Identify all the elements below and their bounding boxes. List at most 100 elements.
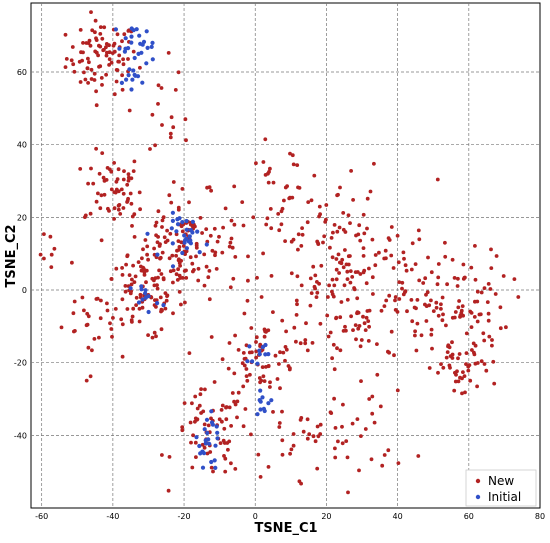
point-new (439, 302, 443, 307)
y-tick-label: 0 (22, 286, 27, 295)
point-new (254, 335, 259, 340)
point-new (359, 379, 363, 383)
point-new (444, 355, 449, 360)
point-initial (204, 242, 209, 247)
point-new (160, 308, 164, 313)
point-new (195, 406, 200, 411)
point-new (99, 193, 104, 198)
point-new (104, 53, 109, 58)
point-new (153, 223, 158, 228)
point-new (208, 233, 213, 238)
point-new (134, 295, 139, 300)
point-new (241, 424, 246, 429)
point-new (305, 348, 310, 353)
point-new (220, 403, 225, 408)
point-new (441, 312, 445, 317)
point-new (72, 69, 77, 74)
point-new (254, 340, 258, 344)
grid-layer (31, 3, 540, 508)
point-new (367, 266, 371, 271)
point-new (179, 302, 183, 307)
legend-marker-new (475, 478, 481, 484)
point-new (217, 234, 221, 239)
point-new (299, 283, 304, 288)
point-new (343, 248, 347, 252)
point-initial (113, 27, 118, 32)
point-new (382, 304, 387, 308)
point-new (444, 323, 448, 328)
x-tick-label: 60 (464, 512, 474, 521)
point-initial (247, 344, 252, 349)
point-new (109, 60, 114, 65)
point-new (115, 32, 120, 37)
point-new (353, 323, 358, 327)
point-new (182, 269, 187, 273)
point-new (443, 254, 448, 259)
point-new (275, 377, 280, 381)
point-new (288, 195, 292, 200)
point-new (98, 206, 103, 211)
point-new (102, 179, 107, 183)
point-new (94, 36, 98, 41)
point-new (63, 32, 68, 37)
point-new (479, 359, 484, 364)
point-new (206, 423, 211, 428)
point-new (152, 330, 157, 335)
point-new (131, 306, 136, 311)
point-new (278, 350, 282, 355)
point-new (364, 315, 369, 320)
point-new (98, 44, 103, 49)
point-new (409, 298, 414, 302)
point-initial (197, 443, 202, 449)
point-new (315, 466, 320, 471)
point-new (205, 451, 210, 456)
point-new (268, 385, 272, 389)
point-new (100, 151, 105, 156)
point-new (78, 167, 83, 171)
point-new (120, 297, 125, 302)
point-initial (212, 458, 217, 463)
point-new (486, 318, 491, 323)
point-new (387, 293, 392, 298)
point-new (121, 57, 125, 62)
point-initial (140, 80, 145, 85)
point-new (83, 77, 88, 82)
point-new (405, 309, 409, 314)
point-new (353, 270, 358, 274)
point-new (424, 292, 428, 297)
point-new (335, 193, 339, 198)
point-new (156, 83, 161, 88)
point-new (414, 348, 419, 353)
point-initial (122, 49, 127, 54)
point-new (197, 403, 202, 408)
point-new (357, 324, 362, 328)
point-new (78, 28, 83, 32)
legend-label-new: New (488, 474, 514, 488)
point-new (450, 257, 455, 262)
point-new (456, 305, 461, 310)
point-new (280, 409, 284, 414)
point-initial (136, 300, 142, 305)
point-new (322, 234, 327, 239)
point-new (372, 420, 377, 425)
point-new (109, 277, 114, 281)
y-tick-label: 40 (17, 141, 27, 150)
x-tick-label: 40 (393, 512, 403, 521)
point-new (277, 362, 281, 366)
point-new (306, 200, 311, 205)
point-new (157, 244, 162, 248)
point-initial (131, 68, 136, 73)
point-new (86, 314, 91, 319)
point-initial (187, 234, 192, 239)
point-new (367, 324, 371, 329)
point-new (175, 278, 180, 282)
point-new (254, 355, 258, 360)
point-initial (188, 238, 193, 243)
point-new (332, 283, 337, 288)
point-new (131, 49, 136, 54)
point-new (486, 282, 491, 286)
point-new (417, 278, 422, 283)
point-new (456, 356, 460, 361)
point-new (176, 239, 181, 244)
point-new (457, 352, 462, 356)
